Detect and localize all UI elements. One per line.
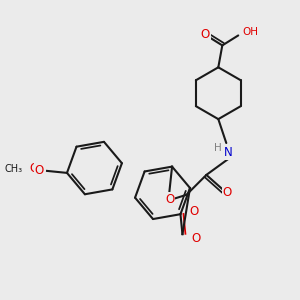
Text: O: O bbox=[29, 162, 39, 176]
Text: H: H bbox=[214, 143, 222, 153]
Text: O: O bbox=[34, 164, 44, 177]
Text: O: O bbox=[165, 193, 174, 206]
Text: OH: OH bbox=[242, 28, 258, 38]
Text: O: O bbox=[192, 232, 201, 244]
Text: O: O bbox=[223, 186, 232, 199]
Text: O: O bbox=[201, 28, 210, 41]
Text: CH₃: CH₃ bbox=[4, 164, 22, 174]
Text: N: N bbox=[224, 146, 233, 160]
Text: O: O bbox=[190, 205, 199, 218]
